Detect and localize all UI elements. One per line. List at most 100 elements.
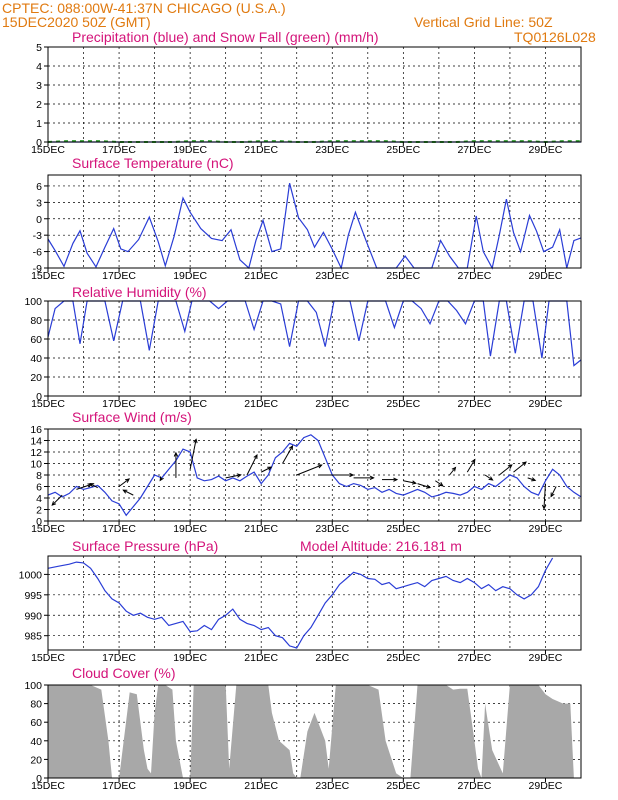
wind-arrow-head [317, 464, 323, 469]
wind-arrow [76, 483, 92, 490]
temperature-ytick-label: 3 [36, 197, 42, 209]
pressure-title: Surface Pressure (hPa) [72, 538, 219, 554]
wind-xtick-label: 25DEC [386, 523, 420, 535]
cloud-frame [47, 684, 582, 779]
humidity-ytick-label: 60 [30, 334, 42, 346]
wind-arrow-head [411, 480, 417, 485]
temperature-xtick-label: 25DEC [386, 270, 420, 282]
cloud-xtick-label: 19DEC [173, 780, 207, 792]
precip-xtick-label: 19DEC [173, 144, 207, 156]
humidity-ytick-label: 0 [36, 391, 42, 403]
wind-xtick-label: 21DEC [244, 523, 278, 535]
cloud-xtick-label: 17DEC [102, 780, 136, 792]
wind-arrow-head [349, 472, 355, 478]
precip-xtick-label: 27DEC [457, 144, 491, 156]
wind-arrow-head [125, 478, 131, 483]
temperature-ytick-label: -9 [33, 263, 42, 275]
wind-arrow-head [438, 482, 444, 487]
header-grid-note: Vertical Grid Line: 50Z [414, 14, 553, 30]
humidity-xtick-label: 19DEC [173, 398, 207, 410]
cloud-ytick-label: 80 [30, 699, 42, 711]
temperature-xtick-label: 23DEC [315, 270, 349, 282]
wind-xtick-label: 17DEC [102, 523, 136, 535]
precip-xtick-label: 23DEC [315, 144, 349, 156]
wind-arrow [466, 459, 476, 473]
wind-arrow [498, 464, 513, 476]
wind-arrow-head [89, 483, 95, 488]
wind-ytick-label: 16 [30, 424, 42, 436]
wind-arrow [51, 494, 63, 506]
humidity-series-line [47, 300, 582, 367]
cloud-xtick-label: 15DEC [31, 780, 65, 792]
wind-arrow [282, 445, 293, 464]
temperature-ytick-label: -6 [33, 247, 42, 259]
wind-ytick-label: 12 [30, 447, 42, 459]
wind-ytick-label: 2 [36, 505, 42, 517]
header-station: CPTEC: 088:00W-41:37N CHICAGO (U.S.A.) [2, 0, 286, 16]
humidity-frame [47, 300, 582, 397]
wind-arrow [403, 480, 416, 484]
humidity-xtick-label: 29DEC [529, 398, 563, 410]
wind-arrow-head [451, 466, 457, 472]
wind-title: Surface Wind (m/s) [72, 409, 192, 425]
wind-arrow [123, 489, 134, 496]
pressure-xtick-label: 27DEC [457, 652, 491, 664]
wind-arrow [449, 467, 456, 476]
precip-ytick-label: 0 [36, 137, 42, 149]
wind-arrow [417, 483, 431, 489]
pressure-xtick-label: 17DEC [102, 652, 136, 664]
pressure-ytick-label: 990 [24, 610, 42, 622]
wind-ytick-label: 6 [36, 482, 42, 494]
pressure-series-line [47, 557, 554, 649]
wind-arrow-head [173, 451, 179, 457]
temperature-xtick-label: 29DEC [529, 270, 563, 282]
wind-arrow-head [426, 484, 432, 489]
precip-ytick-label: 2 [36, 99, 42, 111]
wind-arrow-head [488, 476, 494, 481]
wind-arrow [225, 474, 241, 479]
pressure-ytick-label: 1000 [19, 569, 43, 581]
temperature-xtick-label: 19DEC [173, 270, 207, 282]
precip-ytick-label: 3 [36, 80, 42, 92]
wind-arrow [118, 478, 130, 487]
cloud-xtick-label: 27DEC [457, 780, 491, 792]
precip-ytick-label: 1 [36, 118, 42, 130]
cloud-ytick-label: 0 [36, 773, 42, 785]
cloud-ytick-label: 40 [30, 736, 42, 748]
wind-arrow [527, 477, 536, 481]
pressure-xtick-label: 25DEC [386, 652, 420, 664]
humidity-xtick-label: 27DEC [457, 398, 491, 410]
cloud-ytick-label: 60 [30, 717, 42, 729]
wind-arrow [513, 461, 527, 473]
humidity-ytick-label: 40 [30, 353, 42, 365]
wind-ytick-label: 8 [36, 470, 42, 482]
pressure-xtick-label: 21DEC [244, 652, 278, 664]
wind-arrow-head [122, 489, 128, 494]
wind-arrow [484, 474, 493, 481]
wind-arrow-head [393, 477, 399, 482]
cloud-xtick-label: 23DEC [315, 780, 349, 792]
header-model-code: TQ0126L028 [514, 29, 596, 45]
wind-arrow [435, 480, 444, 487]
cloud-ytick-label: 100 [24, 680, 42, 692]
header-date: 15DEC2020 50Z (GMT) [2, 14, 151, 30]
wind-xtick-label: 19DEC [173, 523, 207, 535]
wind-ytick-label: 14 [30, 436, 42, 448]
humidity-xtick-label: 17DEC [102, 398, 136, 410]
temperature-xtick-label: 15DEC [31, 270, 65, 282]
humidity-ytick-label: 100 [24, 296, 42, 308]
precip-title: Precipitation (blue) and Snow Fall (gree… [72, 29, 379, 45]
wind-arrow-head [267, 466, 273, 471]
wind-ytick-label: 0 [36, 516, 42, 528]
pressure-xtick-label: 15DEC [31, 652, 65, 664]
humidity-title: Relative Humidity (%) [72, 284, 207, 300]
wind-arrow-head [253, 453, 258, 460]
temperature-title: Surface Temperature (nC) [72, 155, 234, 171]
temperature-xtick-label: 17DEC [102, 270, 136, 282]
wind-arrow-head [288, 444, 294, 451]
wind-ytick-label: 10 [30, 459, 42, 471]
wind-arrow [189, 439, 197, 470]
wind-arrow [260, 466, 272, 473]
temperature-xtick-label: 27DEC [457, 270, 491, 282]
